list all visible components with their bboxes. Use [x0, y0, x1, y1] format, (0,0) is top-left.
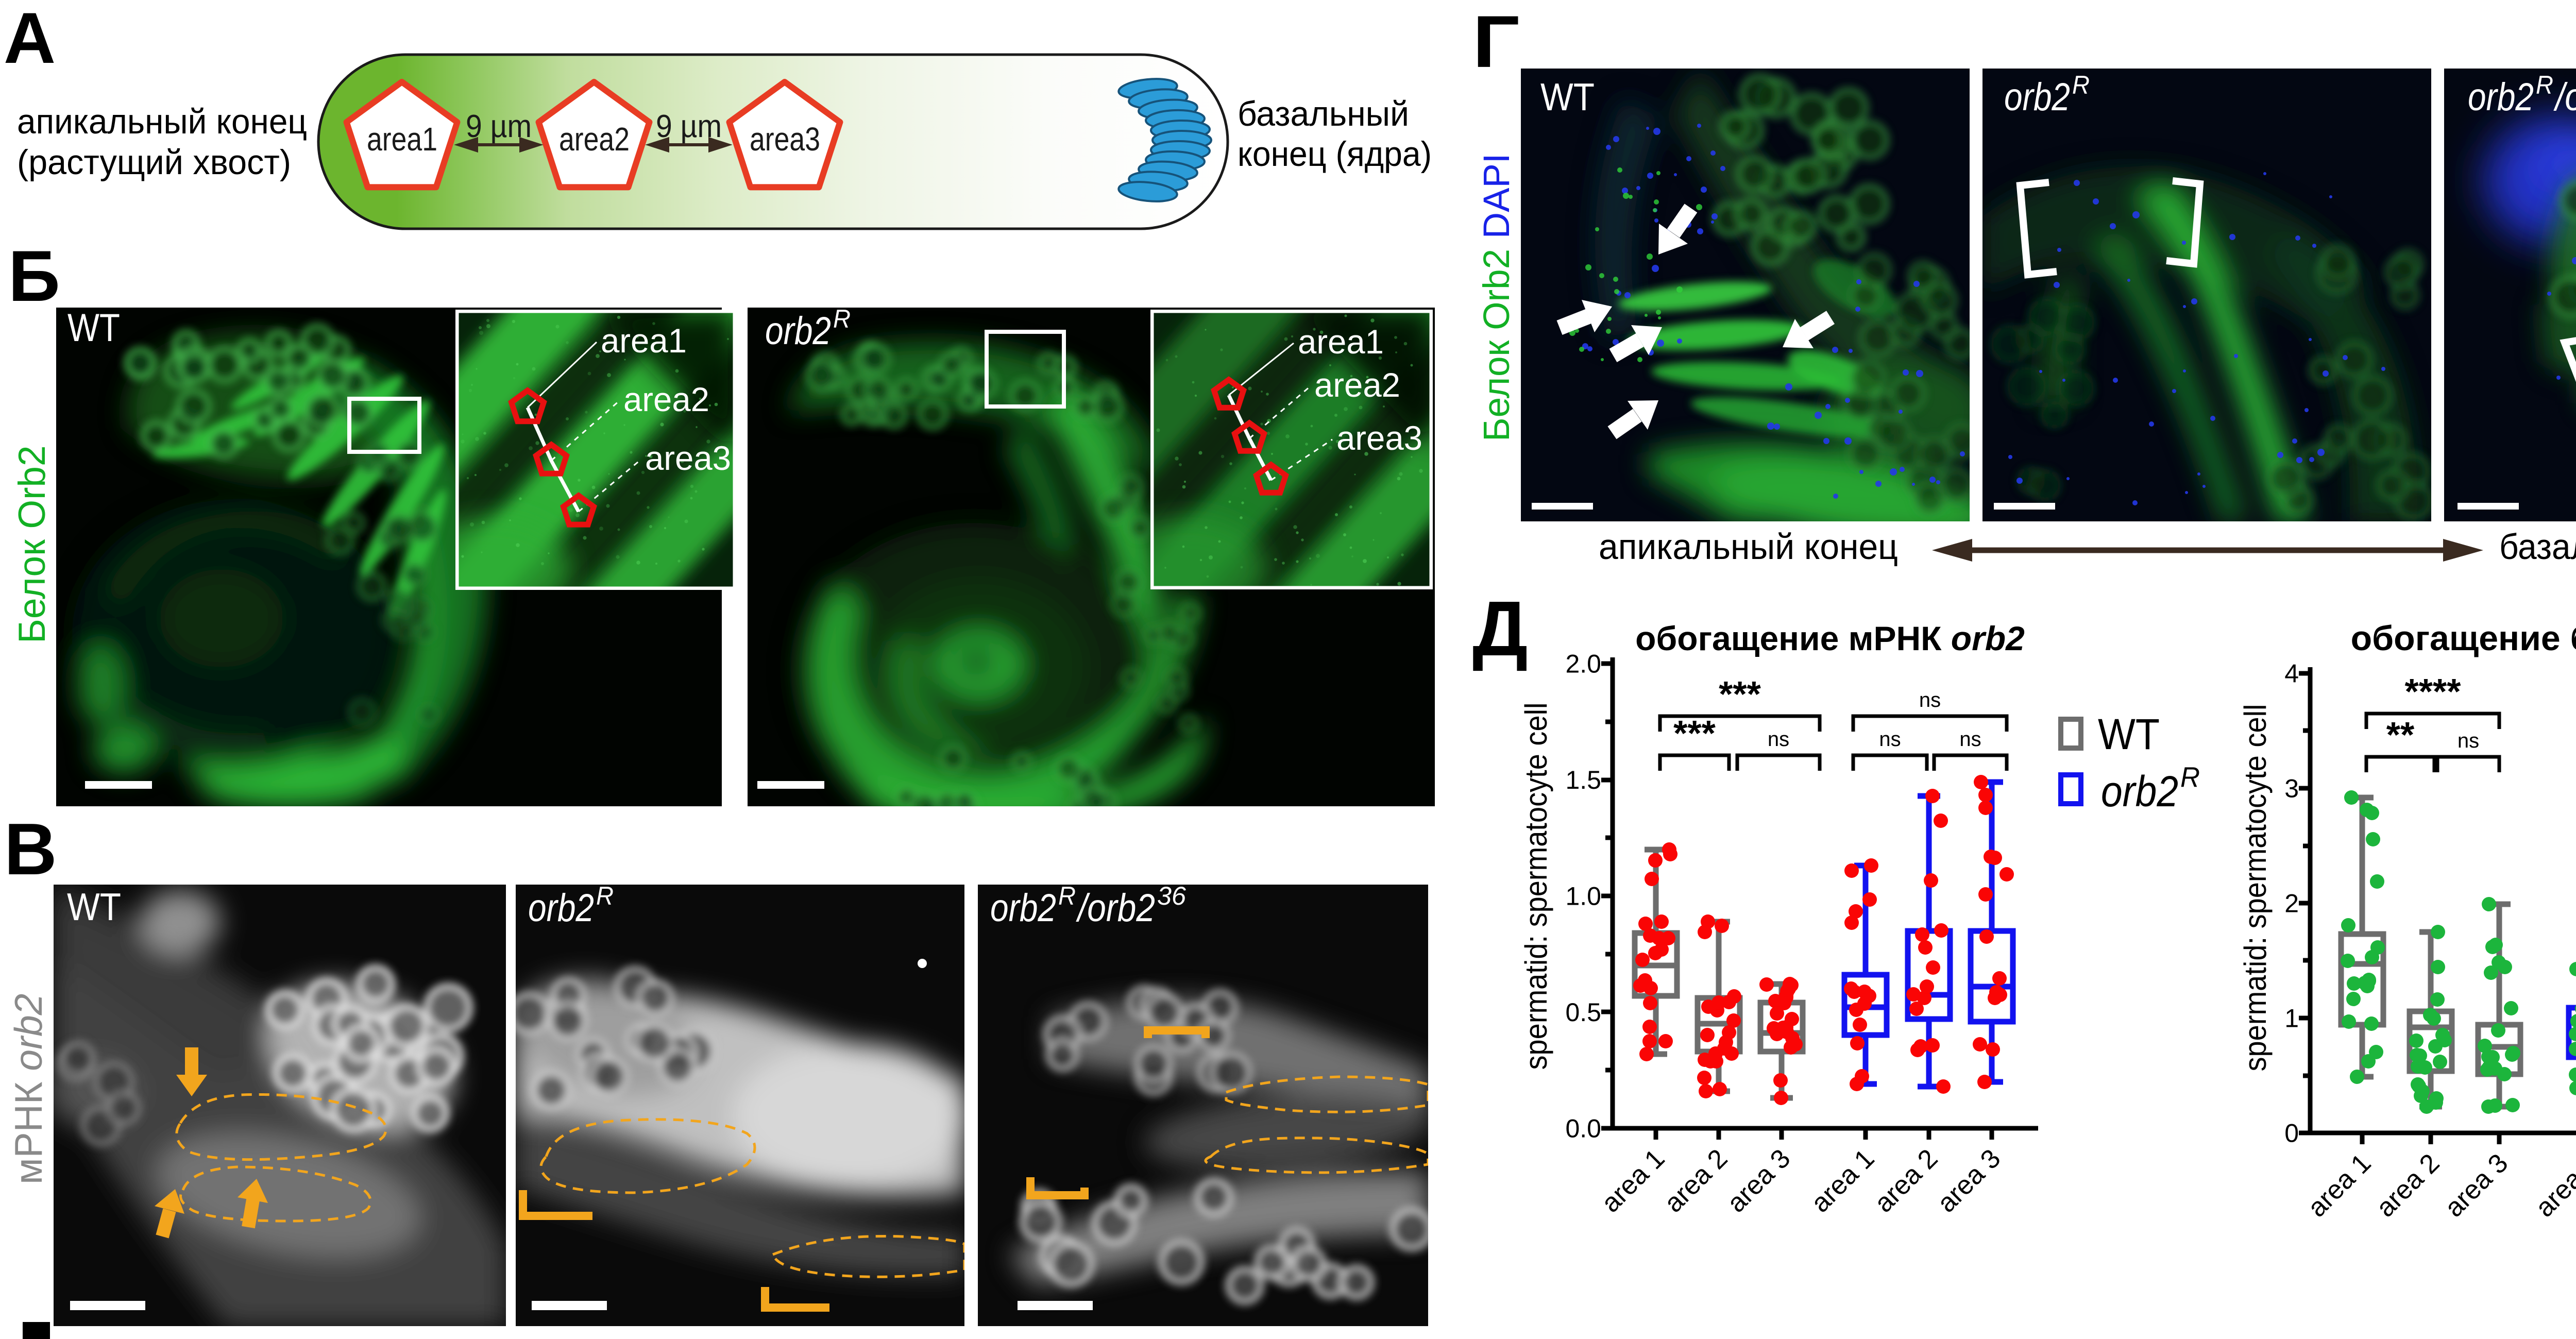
svg-text:area 3: area 3: [1721, 1143, 1796, 1218]
svg-text:orb2: orb2: [2101, 767, 2178, 816]
svg-text:R: R: [2536, 71, 2553, 99]
svg-text:area 1: area 1: [1805, 1143, 1880, 1218]
svg-text:orb2: orb2: [528, 886, 594, 930]
svg-text:1: 1: [2284, 1004, 2299, 1033]
svg-text:area1: area1: [1298, 323, 1384, 361]
svg-text:конец (ядра): конец (ядра): [1238, 134, 1432, 174]
svg-text:1.5: 1.5: [1565, 766, 1601, 794]
svg-text:0: 0: [2284, 1119, 2299, 1148]
svg-text:R: R: [2180, 761, 2200, 793]
svg-text:Белок Orb2 DAPI: Белок Orb2 DAPI: [1477, 153, 1517, 442]
svg-text:WT: WT: [67, 308, 120, 350]
svg-text:area 3: area 3: [1931, 1143, 2006, 1218]
svg-text:Белок Orb2: Белок Orb2: [11, 445, 53, 643]
svg-text:(растущий хвост): (растущий хвост): [17, 143, 291, 182]
svg-text:area 3: area 3: [2439, 1148, 2514, 1223]
svg-text:spermatid: spermatocyte cell: spermatid: spermatocyte cell: [2238, 704, 2273, 1072]
svg-text:WT: WT: [2098, 710, 2160, 758]
svg-text:**: **: [2386, 715, 2415, 755]
svg-text:orb2: orb2: [2468, 75, 2534, 119]
svg-text:area3: area3: [1336, 419, 1422, 457]
svg-text:базальный: базальный: [1238, 94, 1409, 133]
svg-text:2: 2: [2284, 889, 2299, 918]
svg-text:2.0: 2.0: [1565, 650, 1601, 679]
svg-text:R: R: [596, 885, 614, 910]
svg-text:R: R: [2072, 71, 2090, 99]
svg-text:area 2: area 2: [2370, 1148, 2445, 1223]
svg-text:area 1: area 1: [2530, 1148, 2576, 1223]
svg-text:мРНК orb2: мРНК orb2: [7, 994, 50, 1184]
svg-text:area 1: area 1: [2302, 1148, 2377, 1223]
svg-text:area2: area2: [559, 121, 630, 158]
svg-text:****: ****: [2405, 671, 2462, 711]
svg-text:WT: WT: [67, 885, 121, 928]
svg-text:R: R: [833, 308, 851, 333]
svg-text:4: 4: [2284, 659, 2299, 688]
svg-text:area 2: area 2: [1869, 1143, 1943, 1218]
svg-text:базальный конец: базальный конец: [2499, 527, 2576, 567]
svg-text:/orb2: /orb2: [1076, 886, 1155, 930]
svg-text:1.0: 1.0: [1565, 882, 1601, 911]
svg-text:orb2: orb2: [2004, 75, 2070, 119]
svg-text:R: R: [1058, 885, 1076, 910]
svg-text:0.0: 0.0: [1565, 1114, 1601, 1143]
svg-text:area 2: area 2: [1658, 1143, 1733, 1218]
svg-text:area 1: area 1: [1596, 1143, 1670, 1218]
svg-text:обогащение белком Orb2: обогащение белком Orb2: [2351, 619, 2576, 658]
svg-text:area2: area2: [623, 380, 709, 418]
svg-text:area3: area3: [750, 121, 820, 158]
svg-text:/orb2: /orb2: [2553, 75, 2576, 119]
svg-text:area1: area1: [367, 121, 437, 158]
svg-text:area1: area1: [601, 321, 687, 360]
svg-text:3: 3: [2284, 774, 2299, 803]
svg-text:orb2: orb2: [990, 886, 1056, 930]
svg-text:ns: ns: [1768, 728, 1789, 751]
svg-text:***: ***: [1719, 674, 1761, 714]
svg-text:spermatid: spermatocyte cell: spermatid: spermatocyte cell: [1519, 703, 1553, 1070]
svg-text:36: 36: [1157, 885, 1186, 910]
svg-text:area2: area2: [1314, 366, 1400, 404]
svg-text:***: ***: [1673, 713, 1716, 753]
svg-text:orb2: orb2: [765, 309, 831, 353]
svg-text:area3: area3: [645, 439, 731, 477]
svg-text:обогащение мРНК orb2: обогащение мРНК orb2: [1635, 619, 2025, 657]
svg-text:апикальный конец: апикальный конец: [1599, 527, 1898, 567]
svg-text:0.5: 0.5: [1565, 998, 1601, 1027]
svg-text:ns: ns: [1959, 728, 1981, 751]
svg-text:ns: ns: [1879, 728, 1901, 751]
svg-text:ns: ns: [2458, 730, 2479, 752]
svg-text:WT: WT: [1540, 75, 1595, 118]
svg-text:ns: ns: [1919, 689, 1941, 711]
svg-text:апикальный конец: апикальный конец: [17, 102, 307, 141]
